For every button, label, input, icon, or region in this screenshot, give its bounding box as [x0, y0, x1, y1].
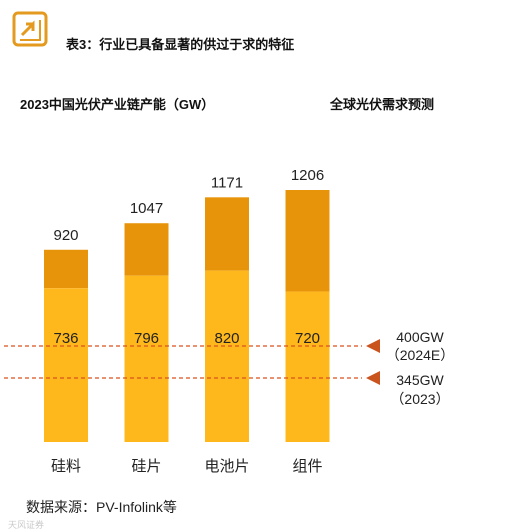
- watermark: 天风证券: [8, 519, 44, 530]
- bar-bottom-3: [285, 291, 330, 442]
- category-label-2: 电池片: [204, 458, 249, 475]
- reference-lines: 400GW （2024E） 345GW （2023）: [4, 329, 454, 407]
- ref-label-value-0: 400GW: [396, 329, 444, 345]
- value-label-2: 820: [214, 330, 239, 347]
- ref-marker-1: [366, 371, 380, 385]
- value-label-1: 796: [134, 330, 159, 347]
- total-label-3: 1206: [291, 167, 324, 184]
- bars-group: 920 736 硅料 1047 796 硅片 1171 820 电池片 1206 720 组件: [44, 167, 330, 475]
- bar-top-2: [205, 197, 249, 271]
- ref-label-value-1: 345GW: [396, 372, 444, 388]
- bar-bottom-0: [44, 288, 88, 442]
- total-label-1: 1047: [130, 200, 163, 217]
- bar-top-0: [44, 249, 88, 289]
- value-label-3: 720: [295, 330, 320, 347]
- total-label-2: 1171: [211, 174, 243, 191]
- ref-label-year-1: （2023）: [390, 391, 449, 407]
- bar-top-3: [285, 190, 330, 292]
- bar-bottom-2: [205, 270, 249, 442]
- category-label-3: 组件: [292, 458, 322, 475]
- bar-top-1: [124, 223, 169, 276]
- category-label-0: 硅料: [51, 458, 81, 475]
- right-title: 全球光伏需求预测: [329, 97, 434, 112]
- total-label-0: 920: [53, 227, 78, 244]
- bar-bottom-1: [124, 275, 169, 442]
- ref-marker-0: [366, 339, 380, 353]
- category-label-1: 硅片: [131, 458, 161, 475]
- page-title: 表3：行业已具备显著的供过于求的特征: [65, 37, 294, 52]
- source-note: 数据来源：PV-Infolink等: [26, 499, 177, 515]
- ref-label-year-0: （2024E）: [386, 347, 454, 363]
- chart-title: 2023中国光伏产业链产能（GW）: [20, 97, 214, 112]
- value-label-0: 736: [53, 330, 78, 347]
- logo-icon: [12, 11, 48, 47]
